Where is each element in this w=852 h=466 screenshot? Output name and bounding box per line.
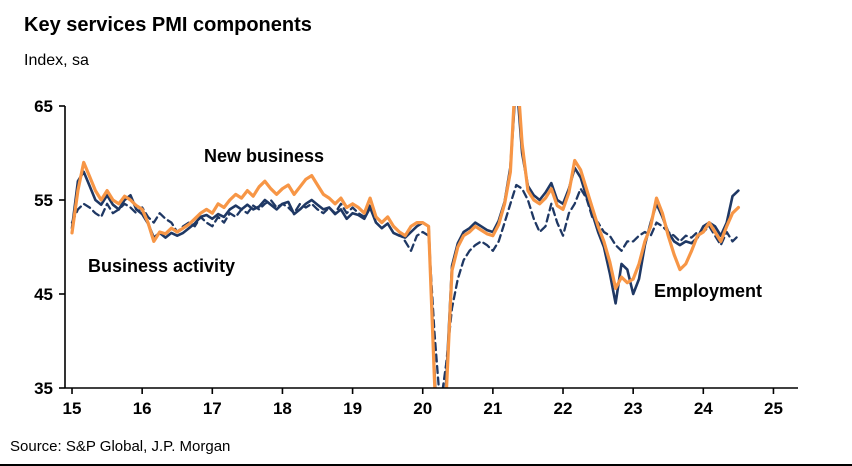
svg-text:55: 55 xyxy=(34,191,53,210)
svg-text:18: 18 xyxy=(273,399,292,418)
svg-text:20: 20 xyxy=(413,399,432,418)
svg-text:25: 25 xyxy=(764,399,783,418)
chart-subtitle: Index, sa xyxy=(24,52,89,69)
svg-text:45: 45 xyxy=(34,285,53,304)
svg-text:16: 16 xyxy=(133,399,152,418)
svg-text:24: 24 xyxy=(694,399,713,418)
series-label-business-activity: Business activity xyxy=(88,256,236,276)
series-label-new-business: New business xyxy=(204,146,325,166)
svg-text:22: 22 xyxy=(554,399,573,418)
svg-text:19: 19 xyxy=(343,399,362,418)
svg-text:15: 15 xyxy=(63,399,82,418)
svg-text:23: 23 xyxy=(624,399,643,418)
svg-text:65: 65 xyxy=(34,97,53,116)
source-attribution: Source: S&P Global, J.P. Morgan xyxy=(10,438,231,455)
series-label-employment: Employment xyxy=(654,281,763,301)
svg-text:35: 35 xyxy=(34,379,53,398)
page-title: Key services PMI components xyxy=(24,14,312,36)
svg-text:21: 21 xyxy=(483,399,502,418)
svg-text:17: 17 xyxy=(203,399,222,418)
